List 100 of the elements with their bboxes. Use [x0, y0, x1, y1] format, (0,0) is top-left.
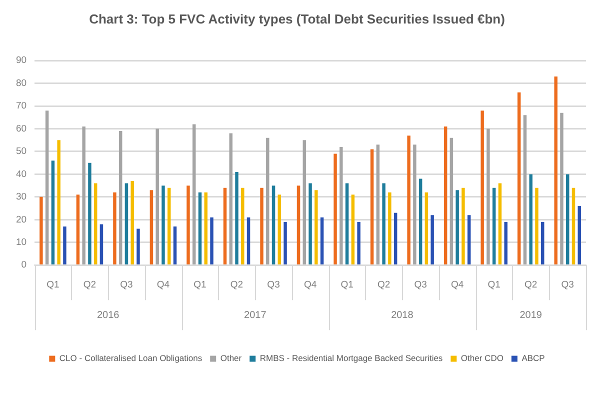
bar: [302, 140, 306, 264]
x-tick-label: Q4: [450, 279, 464, 290]
bar: [162, 186, 165, 264]
bar: [173, 226, 177, 264]
bar: [529, 174, 532, 264]
bar: [498, 183, 502, 264]
bar: [382, 183, 386, 264]
legend-label: CLO - Collateralised Loan Obligations: [59, 353, 202, 364]
bar: [560, 112, 564, 264]
y-tick-label: 30: [16, 192, 27, 203]
bar: [467, 215, 471, 264]
bar: [430, 215, 434, 264]
bar: [241, 188, 244, 264]
bar: [130, 181, 134, 264]
x-tick-label: Q4: [156, 279, 170, 290]
bar: [340, 146, 343, 264]
bar: [156, 128, 159, 264]
bar: [554, 76, 558, 264]
x-tick-label: Q1: [46, 279, 60, 290]
bar: [51, 160, 55, 264]
bar: [118, 131, 122, 264]
bar: [480, 110, 484, 264]
bar: [486, 128, 490, 264]
y-tick-label: 10: [16, 237, 27, 248]
bar: [94, 183, 98, 264]
bar: [407, 136, 410, 264]
bar: [296, 186, 300, 264]
bar: [566, 174, 570, 264]
y-tick-label: 60: [16, 123, 27, 134]
bar: [63, 226, 66, 264]
bar: [535, 188, 538, 264]
x-tick-label: Q2: [83, 279, 96, 290]
bar: [578, 206, 581, 264]
bar: [424, 192, 428, 264]
x-tick-label: Q3: [267, 279, 280, 290]
bar: [351, 194, 355, 264]
bar: [223, 188, 227, 264]
bar: [388, 192, 392, 264]
x-tick-label: Q3: [120, 279, 133, 290]
bar: [541, 222, 544, 264]
bar: [76, 194, 80, 264]
bar: [45, 110, 49, 264]
chart-title: Chart 3: Top 5 FVC Activity types (Total Debt Securities Issued €bn): [89, 11, 505, 26]
bar: [186, 186, 190, 264]
x-tick-label: Q4: [304, 279, 317, 290]
bar: [517, 92, 521, 264]
x-tick-label: Q2: [524, 279, 538, 290]
bar: [394, 212, 398, 264]
bar: [198, 192, 202, 264]
y-tick-label: 40: [16, 168, 27, 180]
bar: [572, 188, 576, 264]
bar: [192, 124, 196, 264]
x-tick-label: Q1: [194, 279, 206, 290]
legend-label: RMBS - Residential Mortgage Backed Securities: [260, 353, 443, 364]
bar: [334, 154, 337, 264]
bar: [456, 190, 459, 264]
bar: [345, 183, 349, 264]
x-tick-label: Q2: [377, 279, 390, 290]
legend-label: ABCP: [522, 353, 546, 364]
bar: [168, 188, 171, 264]
bar: [523, 115, 527, 264]
bar: [418, 178, 422, 264]
bar: [320, 217, 324, 264]
text: 2019: [520, 310, 542, 321]
bar: [113, 192, 116, 264]
bar: [376, 144, 380, 264]
bar: [413, 144, 416, 264]
bar: [450, 138, 454, 264]
x-tick-label: Q1: [340, 279, 354, 290]
bar: [492, 188, 496, 264]
legend-label: Other: [220, 353, 242, 364]
bar: [136, 228, 140, 264]
bar: [357, 222, 360, 264]
text: 2016: [96, 310, 120, 321]
bar: [444, 126, 448, 264]
bar: [57, 140, 60, 264]
y-tick-label: 0: [21, 260, 27, 271]
y-tick-label: 90: [16, 55, 27, 66]
bar: [246, 217, 250, 264]
bar: [308, 183, 312, 264]
bar: [40, 196, 43, 264]
x-tick-label: Q1: [488, 279, 500, 290]
bar: [150, 190, 154, 264]
bar: [266, 138, 270, 264]
bar: [314, 190, 318, 264]
legend-label: Other CDO: [460, 353, 504, 364]
y-tick-label: 50: [16, 146, 27, 158]
bar: [284, 222, 287, 264]
y-tick-label: 80: [16, 78, 27, 89]
text: 2018: [391, 310, 414, 321]
bar: [272, 186, 276, 264]
bar: [370, 149, 374, 264]
bar: [88, 162, 92, 264]
bar: [124, 183, 128, 264]
x-tick-label: Q3: [414, 279, 427, 290]
x-tick-label: Q3: [561, 279, 574, 290]
bar: [504, 222, 508, 264]
x-tick-label: Q2: [230, 279, 244, 290]
y-tick-label: 20: [16, 214, 27, 226]
bar: [210, 217, 214, 264]
